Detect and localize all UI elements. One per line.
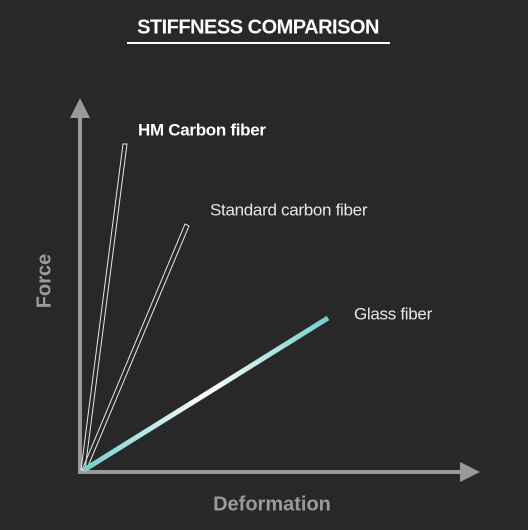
glass-fiber-line — [82, 315, 330, 473]
x-axis-label: Deformation — [213, 493, 331, 515]
glass-fiber-label: Glass fiber — [354, 304, 433, 323]
x-axis-arrow — [460, 462, 480, 482]
y-axis-arrow — [70, 98, 90, 118]
y-axis-label: Force — [33, 254, 55, 308]
standard-carbon-label: Standard carbon fiber — [210, 200, 368, 219]
title: STIFFNESS COMPARISON — [137, 16, 379, 38]
hm-carbon-label: HM Carbon fiber — [138, 120, 266, 139]
